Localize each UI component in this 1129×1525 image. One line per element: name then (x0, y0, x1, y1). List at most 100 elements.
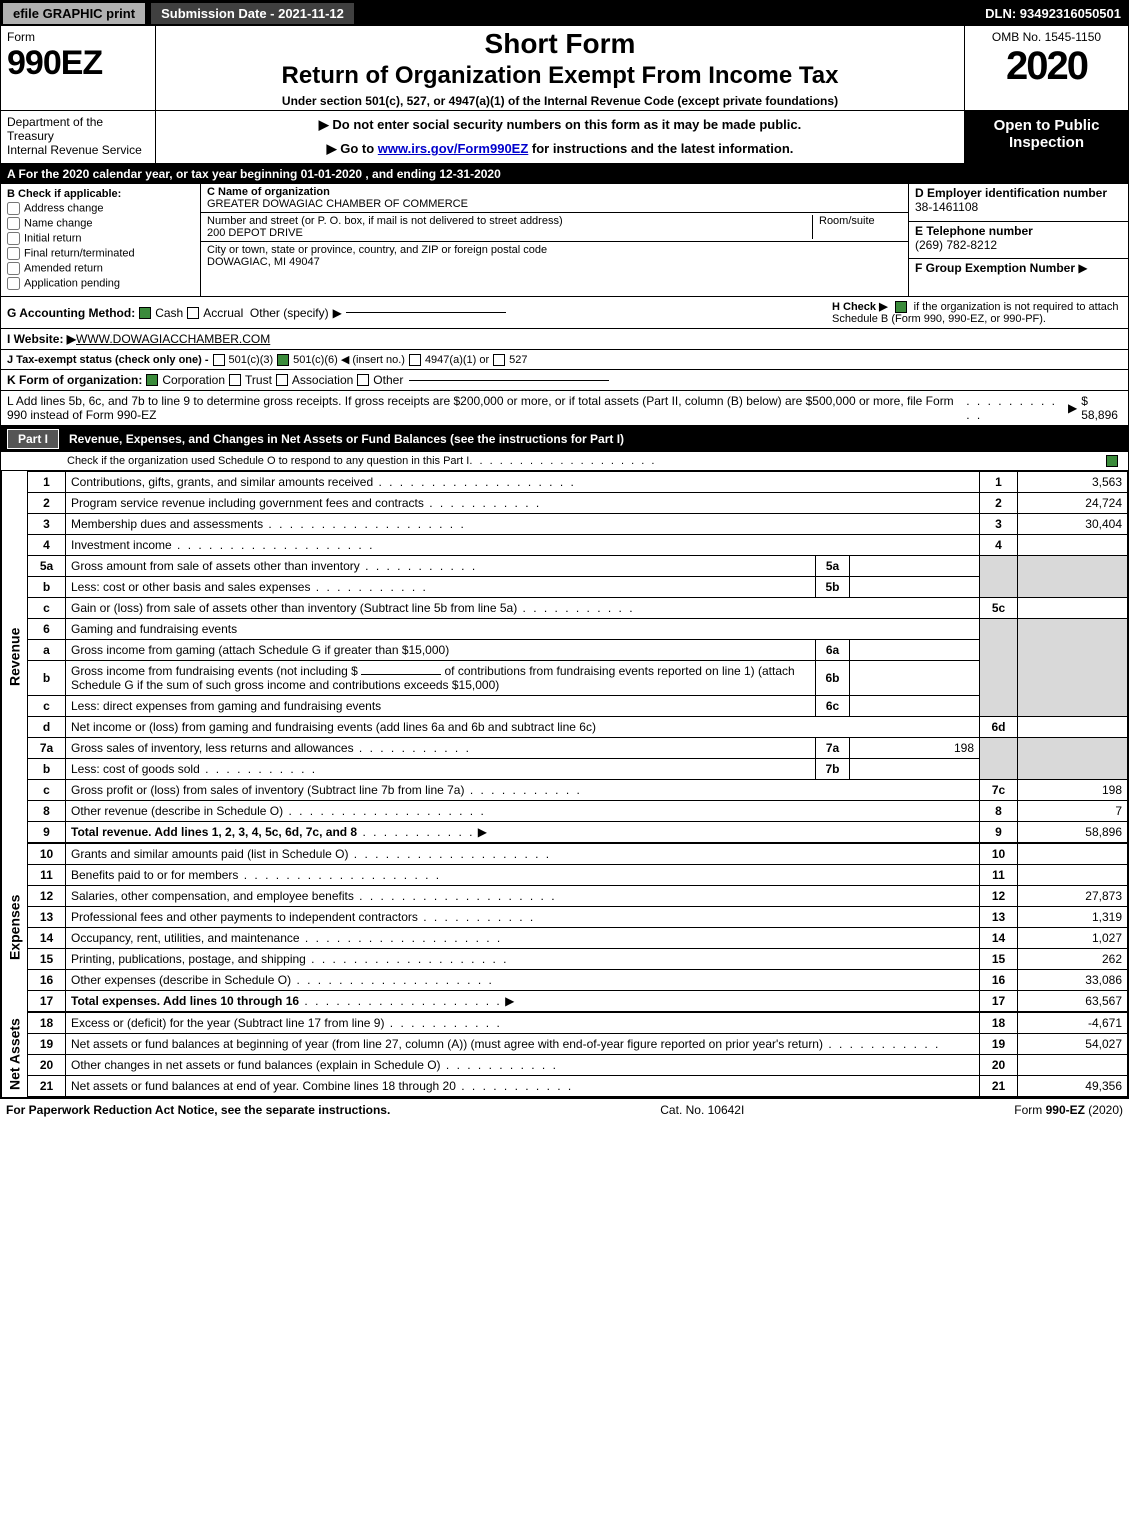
efile-print-button[interactable]: efile GRAPHIC print (2, 2, 146, 25)
table-row: 19Net assets or fund balances at beginni… (28, 1034, 1128, 1055)
tax-period-bar: A For the 2020 calendar year, or tax yea… (0, 164, 1129, 184)
arrow-icon: ▶ (1078, 261, 1087, 275)
j-501c-pre: 501(c)( (293, 354, 328, 366)
table-row: 12Salaries, other compensation, and empl… (28, 886, 1128, 907)
g-label: G Accounting Method: (7, 306, 135, 320)
k-trust: Trust (245, 373, 272, 387)
row-i: I Website: ▶ WWW.DOWAGIACCHAMBER.COM (0, 329, 1129, 350)
chk-accrual[interactable] (187, 307, 199, 319)
chk-address-change[interactable]: Address change (7, 202, 194, 215)
j-label: J Tax-exempt status (check only one) - (7, 354, 209, 366)
group-exemption-label: F Group Exemption Number (915, 261, 1075, 275)
table-row: cGain or (loss) from sale of assets othe… (28, 598, 1128, 619)
notice-ssn: Do not enter social security numbers on … (162, 117, 958, 133)
table-row: bGross income from fundraising events (n… (28, 661, 1128, 696)
chk-501c[interactable] (277, 354, 289, 366)
k-association: Association (292, 373, 353, 387)
table-row: aGross income from gaming (attach Schedu… (28, 640, 1128, 661)
h-check-label: H Check ▶ (832, 301, 888, 313)
table-row: 9Total revenue. Add lines 1, 2, 3, 4, 5c… (28, 822, 1128, 843)
notice-box: Do not enter social security numbers on … (156, 111, 964, 163)
section-bcdef: B Check if applicable: Address change Na… (0, 184, 1129, 297)
return-title: Return of Organization Exempt From Incom… (162, 62, 958, 90)
i-label: I Website: ▶ (7, 332, 76, 346)
j-501c-post: ) ◀ (insert no.) (334, 353, 405, 366)
chk-amended-return[interactable]: Amended return (7, 262, 194, 275)
table-row: 14Occupancy, rent, utilities, and mainte… (28, 928, 1128, 949)
chk-4947a1[interactable] (409, 354, 421, 366)
chk-cash[interactable] (139, 307, 151, 319)
omb-number: OMB No. 1545-1150 (971, 30, 1122, 44)
tel-value: (269) 782-8212 (915, 238, 997, 252)
row-l: L Add lines 5b, 6c, and 7b to line 9 to … (0, 391, 1129, 426)
open-to-public-box: Open to Public Inspection (964, 111, 1128, 163)
footer-cat-no: Cat. No. 10642I (660, 1103, 744, 1117)
addr-label: Number and street (or P. O. box, if mail… (207, 215, 563, 227)
j-501c3: 501(c)(3) (229, 354, 274, 366)
table-row: 7aGross sales of inventory, less returns… (28, 738, 1128, 759)
form-number: 990EZ (7, 44, 149, 83)
form-header: Form 990EZ Short Form Return of Organiza… (0, 26, 1129, 111)
part-i-header: Part I Revenue, Expenses, and Changes in… (0, 426, 1129, 452)
table-row: 1Contributions, gifts, grants, and simil… (28, 472, 1128, 493)
chk-application-pending[interactable]: Application pending (7, 277, 194, 290)
notice-goto-prefix: Go to (340, 141, 378, 156)
department-box: Department of the Treasury Internal Reve… (1, 111, 156, 163)
table-row: bLess: cost of goods sold7b (28, 759, 1128, 780)
form-header-2: Department of the Treasury Internal Reve… (0, 111, 1129, 164)
h-box: H Check ▶ if the organization is not req… (822, 300, 1122, 325)
expenses-section: Expenses 10Grants and similar amounts pa… (0, 843, 1129, 1012)
ein-label: D Employer identification number (915, 186, 1107, 200)
table-row: 21Net assets or fund balances at end of … (28, 1076, 1128, 1097)
form-word: Form (7, 30, 149, 44)
table-row: 17Total expenses. Add lines 10 through 1… (28, 991, 1128, 1012)
section-def: D Employer identification number 38-1461… (908, 184, 1128, 296)
chk-schedule-o[interactable] (1106, 455, 1118, 467)
irs-link[interactable]: www.irs.gov/Form990EZ (378, 141, 529, 156)
revenue-section: Revenue 1Contributions, gifts, grants, a… (0, 471, 1129, 843)
street: 200 DEPOT DRIVE (207, 227, 303, 239)
chk-initial-return[interactable]: Initial return (7, 232, 194, 245)
expenses-table: 10Grants and similar amounts paid (list … (27, 843, 1128, 1012)
table-row: 2Program service revenue including gover… (28, 493, 1128, 514)
city-label: City or town, state or province, country… (207, 244, 547, 256)
net-assets-side-label: Net Assets (1, 1012, 27, 1097)
footer-paperwork: For Paperwork Reduction Act Notice, see … (6, 1103, 390, 1117)
city-state-zip: DOWAGIAC, MI 49047 (207, 256, 320, 268)
g-accrual: Accrual (203, 306, 243, 320)
chk-h[interactable] (895, 301, 907, 313)
chk-final-return[interactable]: Final return/terminated (7, 247, 194, 260)
title-box: Short Form Return of Organization Exempt… (156, 26, 964, 110)
net-assets-table: 18Excess or (deficit) for the year (Subt… (27, 1012, 1128, 1097)
row-j: J Tax-exempt status (check only one) - 5… (0, 350, 1129, 370)
j-4947: 4947(a)(1) or (425, 354, 489, 366)
dln-label: DLN: 93492316050501 (985, 6, 1129, 21)
tel-label: E Telephone number (915, 224, 1033, 238)
under-section-text: Under section 501(c), 527, or 4947(a)(1)… (162, 94, 958, 108)
submission-date-button[interactable]: Submission Date - 2021-11-12 (150, 2, 355, 25)
revenue-table: 1Contributions, gifts, grants, and simil… (27, 471, 1128, 843)
form-number-box: Form 990EZ (1, 26, 156, 110)
chk-corporation[interactable] (146, 374, 158, 386)
chk-501c3[interactable] (213, 354, 225, 366)
page-footer: For Paperwork Reduction Act Notice, see … (0, 1098, 1129, 1121)
org-name: GREATER DOWAGIAC CHAMBER OF COMMERCE (207, 198, 468, 210)
l-text: L Add lines 5b, 6c, and 7b to line 9 to … (7, 394, 966, 422)
part-i-label: Part I (7, 429, 59, 449)
part-i-sub-text: Check if the organization used Schedule … (67, 455, 469, 467)
chk-association[interactable] (276, 374, 288, 386)
j-527: 527 (509, 354, 527, 366)
arrow-icon (1064, 401, 1081, 415)
expenses-side-label: Expenses (1, 843, 27, 1012)
chk-name-change[interactable]: Name change (7, 217, 194, 230)
k-label: K Form of organization: (7, 373, 142, 387)
chk-other-org[interactable] (357, 374, 369, 386)
table-row: 8Other revenue (describe in Schedule O)8… (28, 801, 1128, 822)
section-c: C Name of organization GREATER DOWAGIAC … (201, 184, 908, 296)
table-row: 20Other changes in net assets or fund ba… (28, 1055, 1128, 1076)
k-other: Other (373, 373, 403, 387)
tax-year: 2020 (971, 44, 1122, 89)
chk-trust[interactable] (229, 374, 241, 386)
omb-year-box: OMB No. 1545-1150 2020 (964, 26, 1128, 110)
chk-527[interactable] (493, 354, 505, 366)
